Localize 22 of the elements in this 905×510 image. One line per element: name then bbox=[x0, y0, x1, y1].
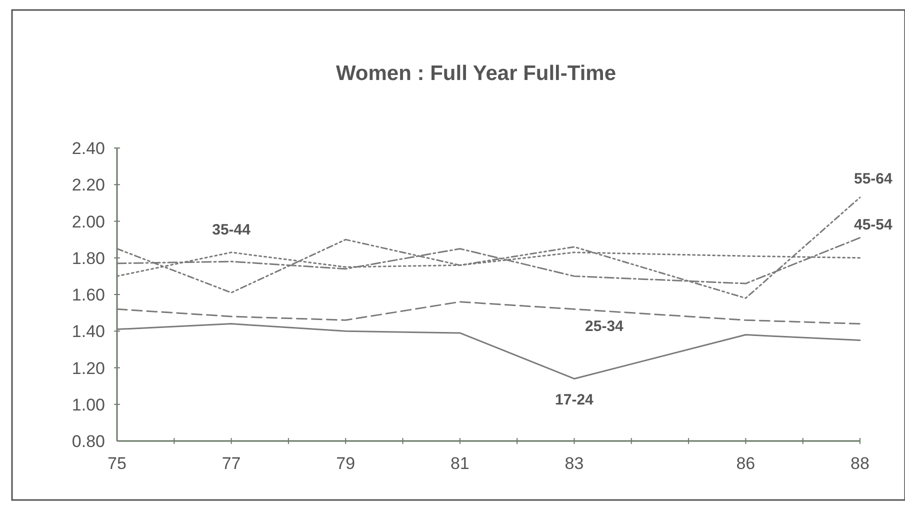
y-tick-label: 1.00 bbox=[72, 395, 105, 414]
x-tick-label: 86 bbox=[736, 454, 756, 473]
y-tick-label: 1.60 bbox=[72, 286, 105, 304]
x-tick-label: 83 bbox=[564, 454, 584, 473]
y-tick-label: 2.20 bbox=[72, 176, 105, 195]
y-tick-label: 0.80 bbox=[72, 432, 105, 451]
x-tick-label: 81 bbox=[450, 454, 470, 473]
y-tick-label: 2.00 bbox=[72, 212, 105, 232]
y-tick-label: 1.80 bbox=[72, 248, 105, 268]
series-label: 45-54 bbox=[854, 216, 894, 234]
series-label: 17-24 bbox=[555, 392, 594, 409]
x-tick-label: 79 bbox=[336, 454, 356, 473]
series-label: 55-64 bbox=[854, 170, 894, 188]
y-tick-label: 2.40 bbox=[72, 139, 105, 158]
series-label: 25-34 bbox=[585, 318, 624, 336]
y-tick-label: 1.40 bbox=[72, 322, 105, 342]
y-tick-label: 1.20 bbox=[72, 358, 105, 378]
chart-title: Women : Full Year Full-Time bbox=[336, 62, 616, 85]
x-tick-label: 75 bbox=[108, 454, 126, 473]
series-label: 35-44 bbox=[212, 221, 252, 238]
x-tick-label: 88 bbox=[850, 454, 870, 473]
x-tick-label: 77 bbox=[222, 454, 241, 473]
